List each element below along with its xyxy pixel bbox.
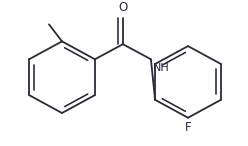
Text: O: O [118, 1, 127, 14]
Text: NH: NH [153, 63, 170, 73]
Text: F: F [185, 121, 191, 134]
